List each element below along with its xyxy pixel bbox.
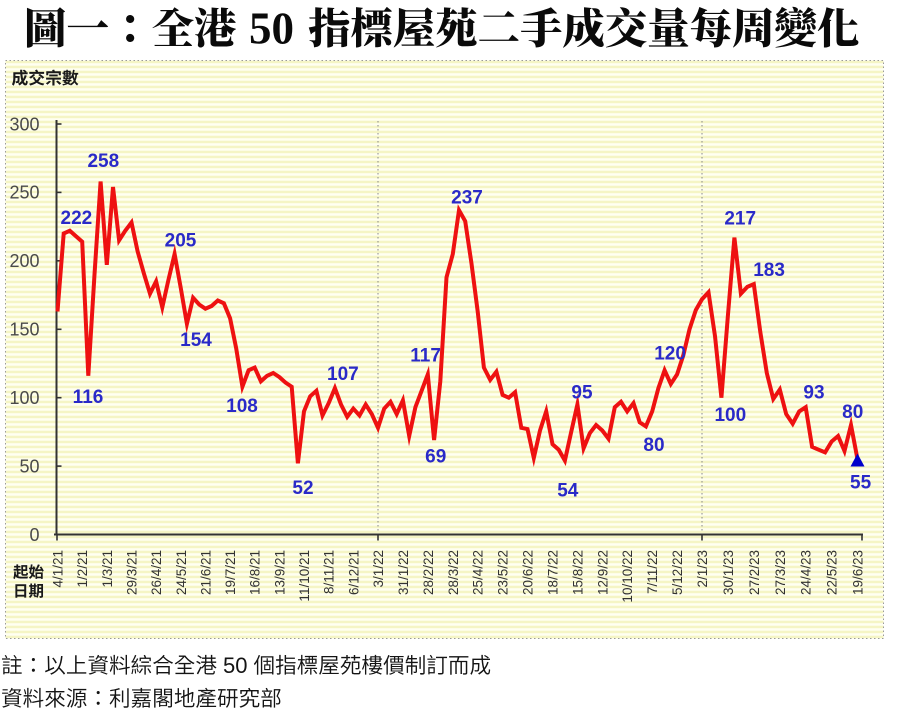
svg-text:120: 120	[654, 344, 686, 365]
svg-text:150: 150	[9, 320, 39, 340]
svg-text:80: 80	[842, 402, 863, 423]
svg-text:0: 0	[29, 525, 39, 545]
svg-text:27/3/23: 27/3/23	[773, 550, 788, 595]
svg-text:300: 300	[9, 114, 39, 134]
svg-text:3/1/22: 3/1/22	[371, 550, 386, 588]
svg-text:27/2/23: 27/2/23	[747, 550, 762, 595]
svg-text:95: 95	[571, 383, 593, 404]
svg-text:50: 50	[249, 4, 294, 54]
svg-text:10/10/22: 10/10/22	[620, 550, 635, 603]
svg-text:52: 52	[292, 478, 313, 499]
svg-text:50: 50	[19, 456, 39, 476]
svg-text:22/5/23: 22/5/23	[825, 550, 840, 595]
svg-text:7/11/22: 7/11/22	[645, 550, 660, 594]
svg-text:1/3/21: 1/3/21	[100, 550, 115, 588]
svg-text:23/5/22: 23/5/22	[496, 550, 511, 595]
svg-text:6/12/21: 6/12/21	[346, 550, 361, 595]
svg-text:100: 100	[714, 405, 746, 426]
svg-text:24/4/23: 24/4/23	[799, 550, 814, 595]
svg-text:217: 217	[724, 208, 756, 229]
svg-text:1/2/21: 1/2/21	[75, 550, 90, 588]
svg-text:24/5/21: 24/5/21	[174, 550, 189, 595]
svg-text:11/10/21: 11/10/21	[297, 550, 312, 602]
svg-text:205: 205	[165, 230, 197, 251]
svg-text:20/6/22: 20/6/22	[521, 550, 536, 595]
svg-text:200: 200	[9, 251, 39, 271]
svg-text:19/7/21: 19/7/21	[223, 550, 238, 595]
svg-text:12/9/22: 12/9/22	[595, 550, 610, 595]
svg-text:4/1/21: 4/1/21	[51, 550, 66, 588]
svg-text:250: 250	[9, 183, 39, 203]
svg-text:30/1/23: 30/1/23	[721, 550, 736, 595]
svg-text:18/7/22: 18/7/22	[546, 550, 561, 595]
svg-text:69: 69	[425, 446, 446, 467]
svg-text:16/8/21: 16/8/21	[248, 550, 263, 595]
svg-text:54: 54	[557, 481, 579, 502]
svg-text:8/11/21: 8/11/21	[322, 550, 337, 594]
svg-text:13/9/21: 13/9/21	[272, 550, 287, 595]
svg-text:21/6/21: 21/6/21	[198, 550, 213, 595]
svg-text:26/4/21: 26/4/21	[149, 550, 164, 595]
svg-text:28/2/22: 28/2/22	[421, 550, 436, 595]
svg-text:183: 183	[753, 260, 785, 281]
svg-text:93: 93	[803, 382, 824, 403]
svg-text:116: 116	[73, 387, 104, 408]
svg-text:19/6/23: 19/6/23	[851, 550, 866, 595]
svg-text:258: 258	[87, 151, 119, 172]
svg-text:29/3/21: 29/3/21	[125, 550, 140, 595]
svg-text:28/3/22: 28/3/22	[446, 550, 461, 595]
svg-text:50: 50	[223, 653, 247, 678]
svg-text:5/12/22: 5/12/22	[670, 550, 685, 595]
svg-text:2/1/23: 2/1/23	[695, 550, 710, 588]
svg-text:107: 107	[327, 364, 359, 385]
svg-text:117: 117	[410, 345, 441, 366]
svg-text:15/8/22: 15/8/22	[570, 550, 585, 595]
svg-text:100: 100	[9, 388, 39, 408]
svg-text:80: 80	[643, 435, 664, 456]
svg-text:55: 55	[850, 472, 872, 493]
svg-text:154: 154	[180, 330, 212, 351]
svg-text:108: 108	[226, 396, 258, 417]
svg-text:31/1/22: 31/1/22	[396, 550, 411, 595]
svg-text:222: 222	[61, 208, 93, 229]
svg-text:25/4/22: 25/4/22	[471, 550, 486, 595]
svg-text:237: 237	[451, 188, 483, 209]
